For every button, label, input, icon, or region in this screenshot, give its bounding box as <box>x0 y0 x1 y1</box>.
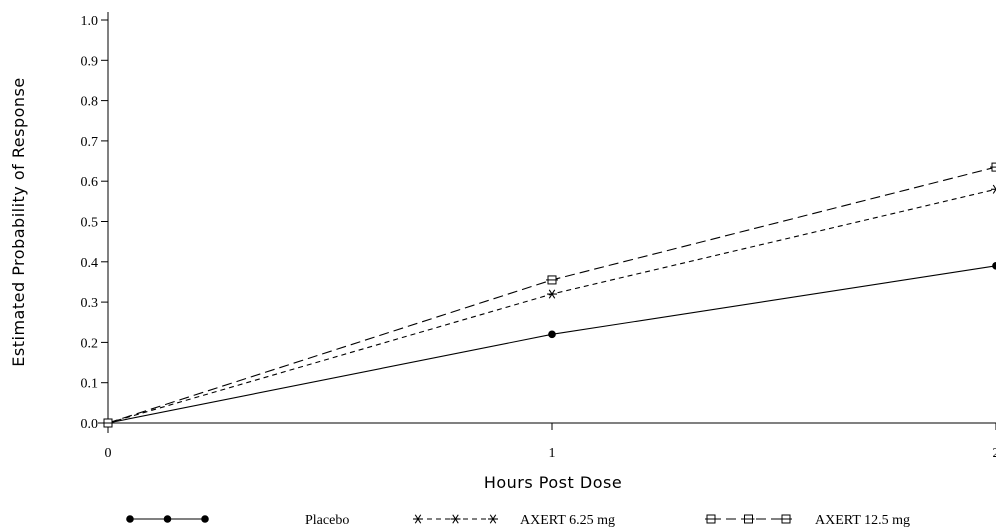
series-line-1 <box>107 265 996 424</box>
marker-stroke <box>452 514 459 524</box>
axes <box>98 12 996 433</box>
legend-marker <box>488 514 498 524</box>
marker-circle <box>163 515 172 523</box>
legend-marker <box>450 514 461 524</box>
data-point <box>546 275 558 285</box>
marker-stroke <box>414 514 422 524</box>
legend-item: AXERT 12.5 mg <box>705 513 910 527</box>
legend-label: Placebo <box>305 513 349 527</box>
legend: Placebo AXERT 6.25 mg AXERT 12.5 mg <box>126 513 910 527</box>
legend-marker <box>780 514 792 524</box>
legend-marker <box>163 515 172 523</box>
x-tick-label: 1 <box>549 446 556 461</box>
y-tick-label: 1.0 <box>81 14 99 29</box>
data-point <box>547 289 557 299</box>
marker-circle <box>548 330 556 339</box>
y-axis-title: Estimated Probability of Response <box>9 77 28 366</box>
legend-marker <box>742 514 755 524</box>
marker-stroke <box>548 289 556 299</box>
data-point <box>990 162 996 172</box>
marker-stroke <box>992 188 996 194</box>
y-tick-label: 0.1 <box>81 377 99 392</box>
marker-stroke <box>992 184 996 191</box>
x-ticks: 0 1 2 <box>105 423 996 461</box>
legend-marker <box>413 514 423 524</box>
y-tick-label: 0.4 <box>81 256 99 271</box>
x-tick-label: 0 <box>105 446 112 461</box>
x-axis-title: Hours Post Dose <box>484 473 622 492</box>
y-tick-label: 0.8 <box>81 95 99 110</box>
data-point <box>992 262 996 270</box>
y-tick-label: 0.9 <box>81 54 99 69</box>
legend-item: Placebo <box>126 513 349 527</box>
y-tick-label: 0.6 <box>81 175 99 190</box>
data-point <box>548 330 556 339</box>
legend-marker <box>126 515 134 523</box>
legend-label: AXERT 12.5 mg <box>815 513 910 527</box>
y-tick-label: 0.5 <box>81 216 99 231</box>
legend-item: AXERT 6.25 mg <box>413 513 615 527</box>
plot-area <box>102 162 996 428</box>
series-line-2 <box>107 188 996 424</box>
y-tick-label: 0.7 <box>81 135 99 150</box>
legend-marker <box>705 514 717 524</box>
legend-marker <box>201 515 209 523</box>
marker-stroke <box>489 514 497 524</box>
legend-label: AXERT 6.25 mg <box>520 513 615 527</box>
y-tick-label: 0.3 <box>81 296 99 311</box>
marker-circle <box>201 515 209 523</box>
data-point <box>991 184 996 194</box>
marker-circle <box>126 515 134 523</box>
y-tick-label: 0.0 <box>81 417 99 432</box>
data-point <box>102 418 114 428</box>
marker-circle <box>992 262 996 270</box>
y-tick-label: 0.2 <box>81 336 99 351</box>
y-ticks: 0.0 0.1 0.2 0.3 0.4 0.5 0.6 0.7 0.8 0.9 1.0 <box>81 14 108 432</box>
x-tick-label: 2 <box>993 446 996 461</box>
